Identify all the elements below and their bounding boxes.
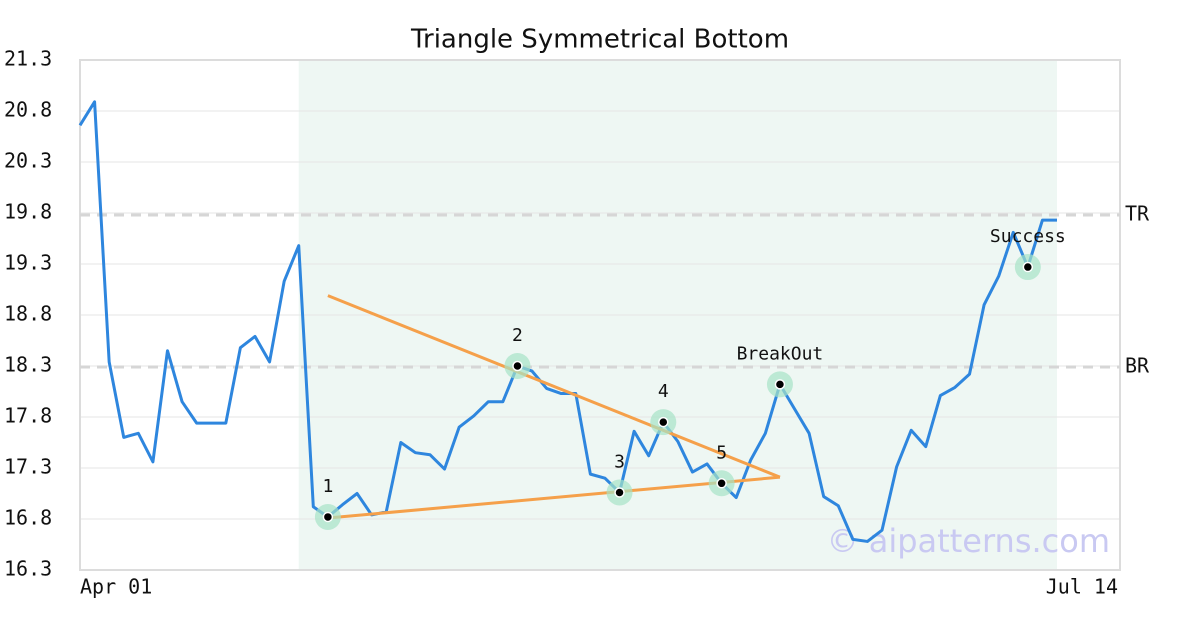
point-label: 2 bbox=[512, 325, 523, 346]
y-tick-label: 17.3 bbox=[4, 455, 52, 479]
point-label: Success bbox=[990, 226, 1066, 247]
y-tick-label: 19.8 bbox=[4, 200, 52, 224]
x-tick-label: Apr 01 bbox=[80, 575, 152, 599]
point-dot bbox=[322, 511, 334, 523]
point-label: 3 bbox=[614, 451, 625, 472]
point-dot bbox=[614, 487, 625, 498]
point-label: 1 bbox=[322, 476, 333, 497]
point-dot bbox=[774, 379, 786, 390]
point-label: BreakOut bbox=[737, 343, 824, 364]
point-dot bbox=[658, 416, 669, 428]
point-dot bbox=[512, 360, 523, 372]
y-tick-label: 20.8 bbox=[4, 98, 52, 122]
watermark: © aipatterns.com bbox=[827, 522, 1110, 560]
y-tick-label: 20.3 bbox=[4, 149, 52, 173]
x-tick-label: Jul 14 bbox=[1046, 575, 1118, 599]
reference-label: TR bbox=[1125, 202, 1150, 226]
trend-line bbox=[327, 294, 781, 479]
point-dot bbox=[716, 478, 727, 489]
y-tick-label: 17.8 bbox=[4, 404, 52, 428]
y-tick-label: 19.3 bbox=[4, 251, 52, 275]
y-tick-label: 16.3 bbox=[4, 557, 52, 581]
y-tick-label: 18.8 bbox=[4, 302, 52, 326]
point-label: 4 bbox=[658, 381, 669, 402]
y-tick-label: 21.3 bbox=[4, 47, 52, 71]
point-dot bbox=[1022, 261, 1034, 273]
reference-label: BR bbox=[1125, 354, 1150, 378]
y-tick-label: 18.3 bbox=[4, 353, 52, 377]
chart-title: Triangle Symmetrical Bottom bbox=[410, 25, 789, 55]
plot-frame bbox=[79, 59, 1121, 571]
point-label: 5 bbox=[716, 442, 727, 463]
y-tick-label: 16.8 bbox=[4, 506, 52, 530]
trend-line bbox=[327, 475, 781, 520]
